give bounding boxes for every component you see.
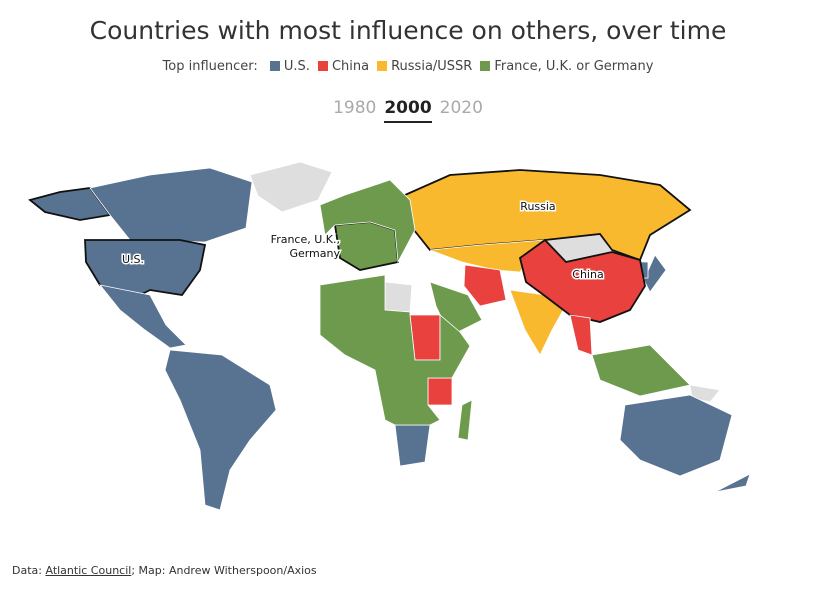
legend-item: Russia/USSR	[377, 59, 472, 74]
antarctic-islands	[689, 384, 721, 403]
us-label: U.S.	[122, 253, 144, 266]
greenland	[249, 161, 333, 213]
legend-text: U.S.	[283, 59, 310, 74]
china	[518, 238, 646, 323]
year-tab[interactable]: 2000	[384, 98, 432, 123]
europe-label-2: Germany	[289, 247, 340, 260]
myanmar	[569, 314, 593, 356]
madagascar	[457, 399, 473, 441]
year-tab[interactable]: 1980	[333, 98, 377, 118]
southeast-asia	[591, 344, 691, 397]
legend-text: France, U.K. or Germany	[494, 59, 654, 74]
title: Countries with most influence on others,…	[89, 16, 727, 45]
legend-swatch	[377, 61, 388, 71]
legend-swatch	[269, 61, 280, 71]
legend: Top influencer: U.S. China Russia/USSR Fran…	[0, 59, 816, 74]
legend-item: China	[317, 59, 370, 74]
sahara	[384, 281, 413, 313]
footer-prefix: Data:	[12, 564, 42, 577]
new-zealand	[714, 473, 751, 493]
australia	[619, 394, 733, 477]
legend-label: Top influencer:	[162, 59, 258, 74]
world-map: Russia China U.S. France, U.K., Germany	[28, 161, 751, 511]
tanzania	[427, 377, 453, 406]
footer-suffix: ; Map: Andrew Witherspoon/Axios	[131, 564, 317, 577]
legend-item: France, U.K. or Germany	[480, 59, 653, 74]
iran	[463, 264, 507, 307]
footer: Data: Atlantic Council; Map: Andrew With…	[12, 564, 317, 577]
year-tab[interactable]: 2020	[439, 98, 483, 118]
legend-text: Russia/USSR	[391, 59, 473, 74]
central-asia	[429, 239, 546, 273]
legend-text: China	[331, 59, 370, 74]
china-label: China	[572, 268, 603, 281]
canada	[89, 167, 253, 243]
southern-africa	[394, 424, 431, 467]
mexico	[99, 284, 187, 349]
arabia	[429, 281, 483, 337]
europe-label-1: France, U.K.,	[271, 233, 340, 246]
legend-swatch	[317, 61, 328, 71]
footer-link[interactable]: Atlantic Council	[45, 564, 132, 577]
europe-core	[333, 221, 399, 271]
year-tabs: 1980 2000 2020	[0, 98, 816, 123]
russia-label: Russia	[520, 200, 555, 213]
legend-item: U.S.	[269, 59, 310, 74]
usa	[84, 239, 207, 302]
south-america	[164, 349, 277, 511]
legend-swatch	[480, 61, 491, 71]
europe	[319, 179, 416, 264]
africa	[319, 274, 471, 426]
